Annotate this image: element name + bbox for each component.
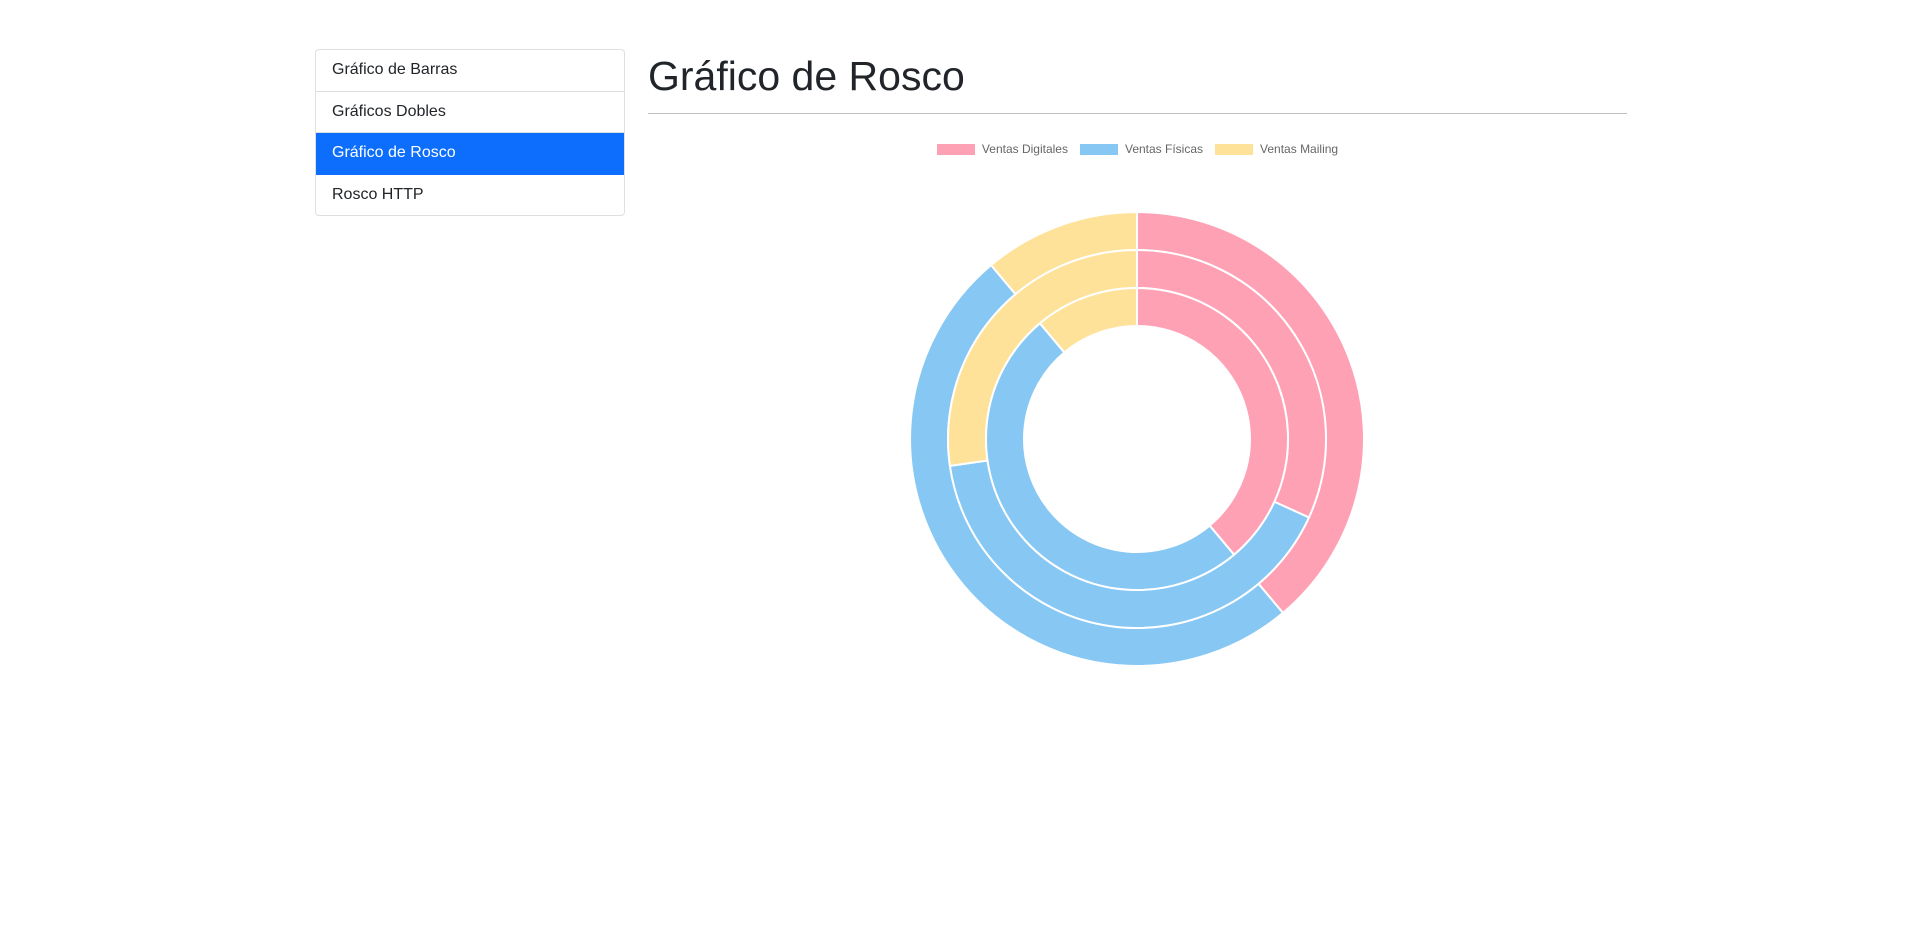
doughnut-segment-ring3-ventas-f-sicas[interactable] <box>985 321 1236 591</box>
sidebar-nav: Gráfico de Barras Gráficos Dobles Gráfic… <box>315 49 625 216</box>
page-title: Gráfico de Rosco <box>648 53 965 99</box>
legend-label: Ventas Físicas <box>1124 142 1204 156</box>
sidebar-item-grafico-de-barras[interactable]: Gráfico de Barras <box>316 50 624 92</box>
sidebar-item-grafico-de-rosco[interactable]: Gráfico de Rosco <box>316 133 624 175</box>
legend-label: Ventas Mailing <box>1260 142 1339 156</box>
legend-swatch <box>936 143 975 155</box>
doughnut-segment-ring3-ventas-digitales[interactable] <box>1136 286 1289 557</box>
legend-swatch <box>1079 143 1118 155</box>
legend-item-ventas-fisicas[interactable]: Ventas Físicas <box>1079 142 1204 156</box>
title-divider <box>648 113 1627 114</box>
sidebar-item-rosco-http[interactable]: Rosco HTTP <box>332 185 424 203</box>
main-content: Gráfico de Rosco Ventas Digitales Ventas… <box>648 49 1627 667</box>
doughnut-svg <box>909 210 1365 667</box>
doughnut-segment-ring3-ventas-mailing[interactable] <box>1038 286 1138 354</box>
legend-swatch <box>1215 143 1254 155</box>
sidebar-item-graficos-dobles[interactable]: Gráficos Dobles <box>316 92 624 133</box>
chart-legend: Ventas Digitales Ventas Físicas Ventas M… <box>648 142 1627 156</box>
legend-item-ventas-digitales[interactable]: Ventas Digitales <box>936 142 1068 156</box>
doughnut-chart: Ventas Digitales Ventas Físicas Ventas M… <box>648 129 1627 667</box>
legend-label: Ventas Digitales <box>981 142 1068 156</box>
legend-item-ventas-mailing[interactable]: Ventas Mailing <box>1215 142 1338 156</box>
